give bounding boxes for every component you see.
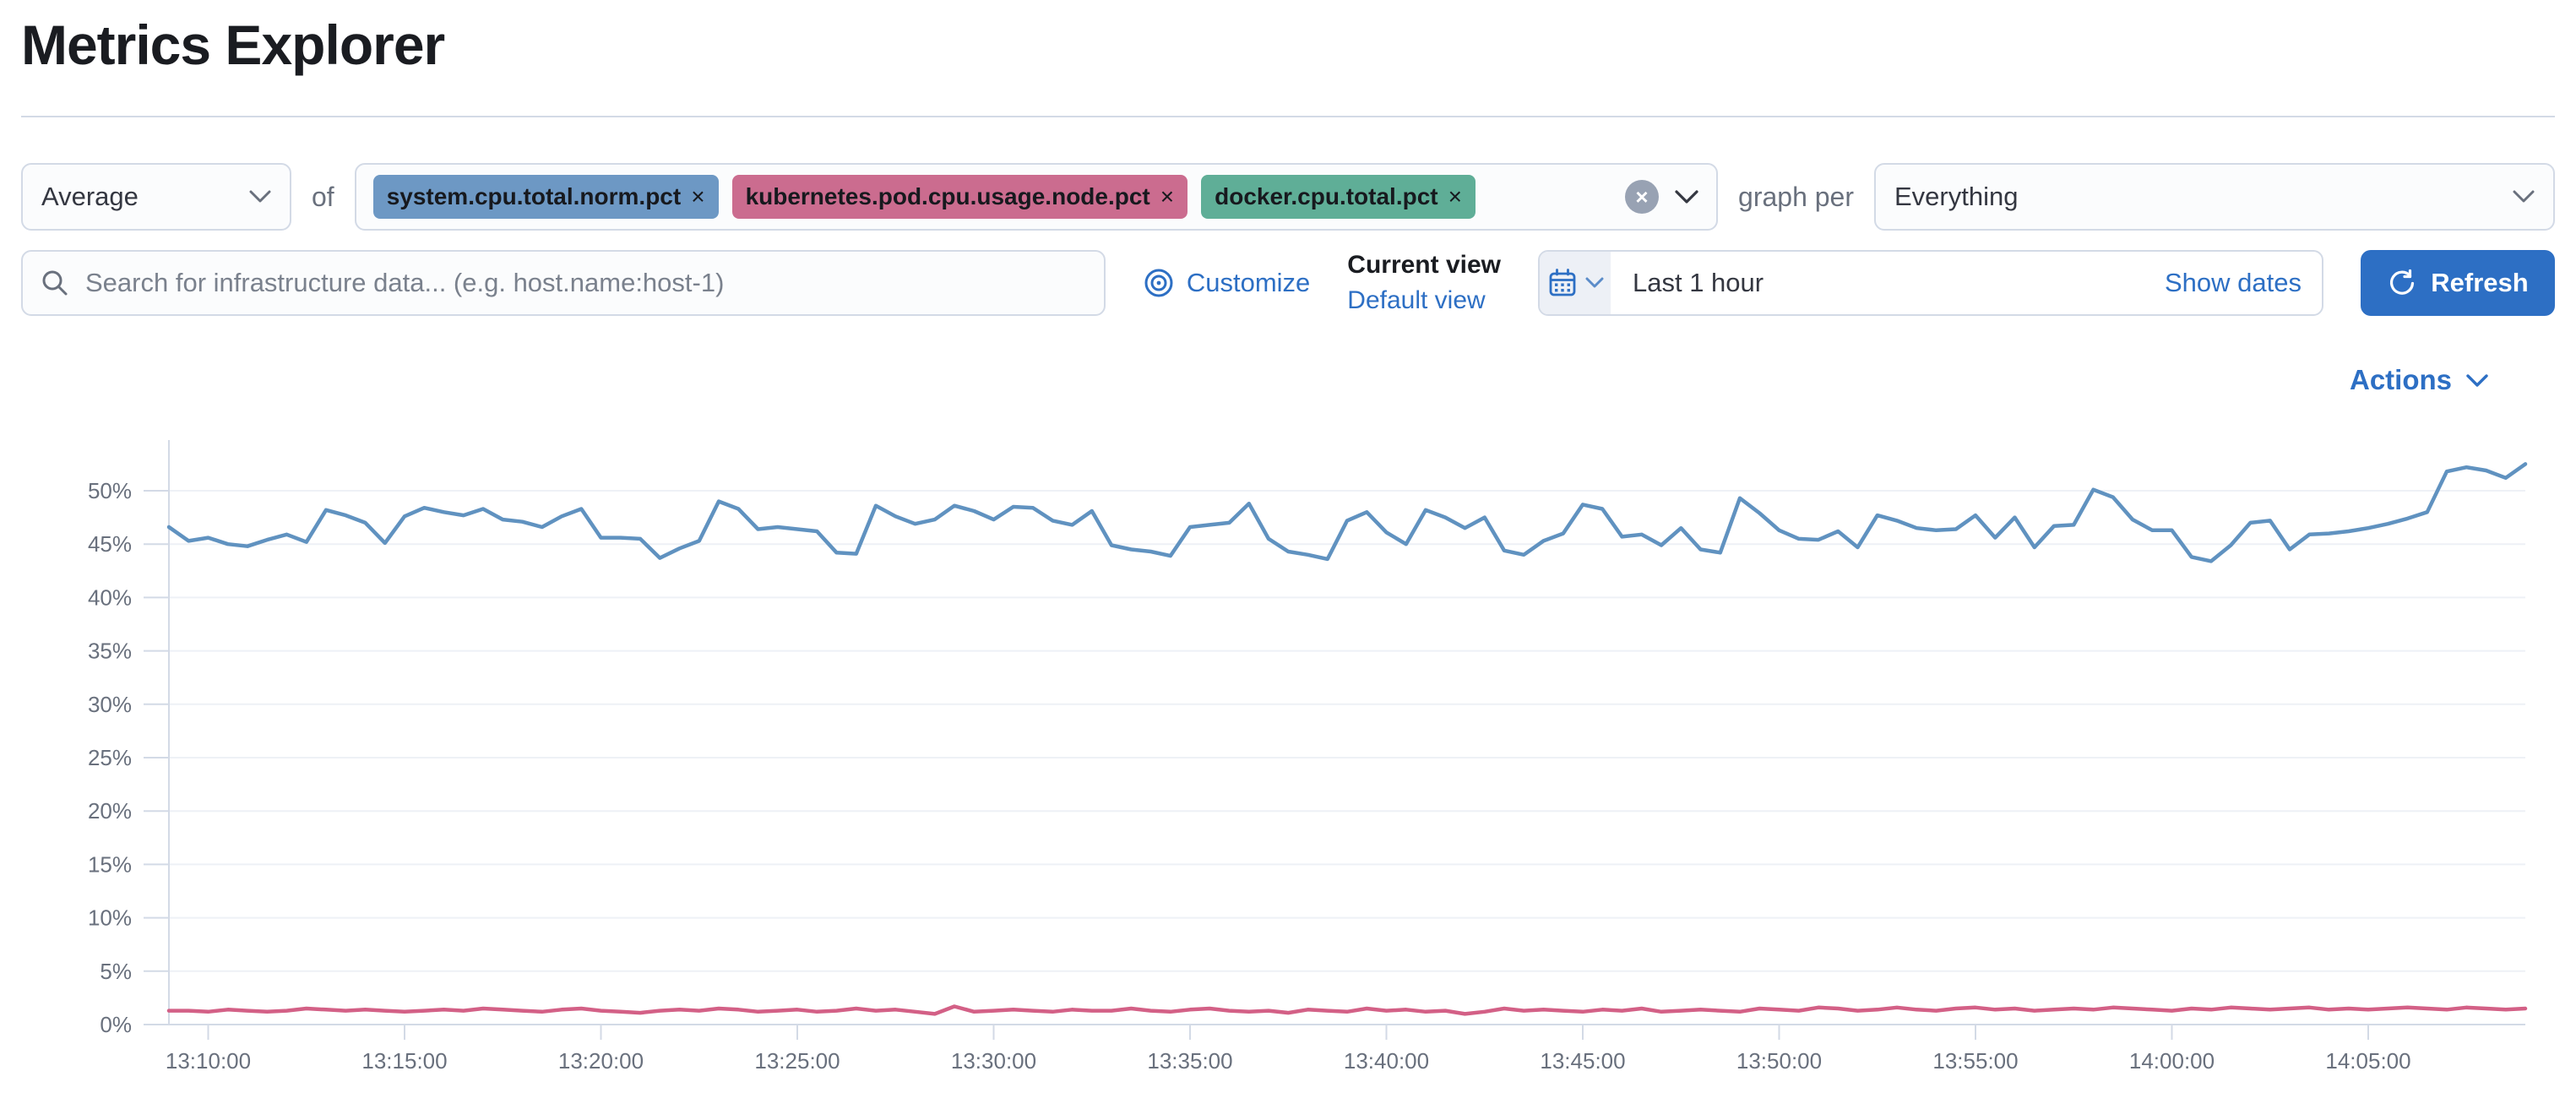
metrics-toolbar: Average of system.cpu.total.norm.pct × k… [21,163,2555,231]
svg-text:40%: 40% [88,585,132,611]
metric-badge-label: system.cpu.total.norm.pct [386,183,682,210]
chart-actions-row: Actions [21,362,2555,399]
actions-menu-button[interactable]: Actions [2350,364,2489,396]
date-picker-menu-button[interactable] [1540,252,1611,315]
refresh-label: Refresh [2431,268,2529,298]
metric-badge-kubernetes-pod-cpu[interactable]: kubernetes.pod.cpu.usage.node.pct × [731,175,1188,220]
svg-text:13:10:00: 13:10:00 [166,1048,251,1074]
svg-text:45%: 45% [88,531,132,557]
remove-metric-icon[interactable]: × [1160,183,1175,210]
header-divider [21,116,2555,118]
svg-text:30%: 30% [88,692,132,717]
svg-text:13:35:00: 13:35:00 [1147,1048,1232,1074]
svg-text:13:25:00: 13:25:00 [754,1048,840,1074]
page-title: Metrics Explorer [21,14,445,76]
svg-text:15%: 15% [88,852,132,878]
svg-text:13:15:00: 13:15:00 [361,1048,447,1074]
svg-text:14:00:00: 14:00:00 [2129,1048,2215,1074]
search-icon [42,270,68,296]
aggregation-value: Average [41,182,139,212]
chevron-down-icon [2466,373,2488,387]
metric-badge-label: docker.cpu.total.pct [1215,183,1438,210]
svg-text:35%: 35% [88,639,132,664]
svg-text:13:40:00: 13:40:00 [1344,1048,1429,1074]
remove-metric-icon[interactable]: × [691,183,705,210]
date-picker: Last 1 hour Show dates [1538,250,2323,317]
default-view-link[interactable]: Default view [1347,286,1486,315]
customize-button[interactable]: Customize [1143,267,1310,299]
svg-text:5%: 5% [100,959,132,984]
svg-text:25%: 25% [88,745,132,770]
customize-label: Customize [1186,268,1311,298]
svg-text:13:45:00: 13:45:00 [1540,1048,1625,1074]
refresh-icon [2390,269,2415,295]
metrics-chart[interactable]: 0% 5% 10% 15% 20% 25% 30% 35% 40% 45% 50% 13:10:00 1… [0,410,2576,1086]
group-by-value: Everything [1894,182,2019,212]
search-input[interactable] [84,267,1087,300]
svg-text:13:30:00: 13:30:00 [951,1048,1036,1074]
refresh-button[interactable]: Refresh [2361,250,2555,317]
svg-text:20%: 20% [88,798,132,824]
svg-text:13:50:00: 13:50:00 [1736,1048,1822,1074]
svg-text:13:20:00: 13:20:00 [558,1048,644,1074]
search-toolbar: Customize Current view Default view [21,250,2555,317]
calendar-icon [1549,269,1576,296]
customize-eye-icon [1144,269,1173,297]
metrics-combobox[interactable]: system.cpu.total.norm.pct × kubernetes.p… [354,163,1719,231]
date-range-value[interactable]: Last 1 hour [1633,268,1764,298]
combobox-controls: × [1625,180,1699,215]
current-view-label: Current view [1347,251,1501,280]
group-by-select[interactable]: Everything [1874,163,2555,231]
svg-text:0%: 0% [100,1012,132,1037]
search-box[interactable] [21,250,1106,317]
chevron-down-icon [2513,190,2535,203]
remove-metric-icon[interactable]: × [1448,183,1462,210]
chevron-down-icon [1585,277,1604,288]
view-switcher: Current view Default view [1347,251,1501,315]
clear-all-metrics-button[interactable]: × [1625,180,1660,215]
svg-text:50%: 50% [88,478,132,503]
of-label: of [312,181,334,212]
metric-badge-label: kubernetes.pod.cpu.usage.node.pct [745,183,1150,210]
svg-text:14:05:00: 14:05:00 [2325,1048,2410,1074]
svg-text:10%: 10% [88,905,132,931]
chevron-down-icon [249,190,271,203]
metric-badge-system-cpu[interactable]: system.cpu.total.norm.pct × [372,175,719,220]
metrics-explorer-page: Metrics Explorer Average of system.cpu.t… [0,12,2576,1086]
metric-badge-docker-cpu[interactable]: docker.cpu.total.pct × [1201,175,1475,220]
aggregation-select[interactable]: Average [21,163,291,231]
show-dates-button[interactable]: Show dates [2165,268,2302,298]
chevron-down-icon[interactable] [1674,189,1699,204]
actions-label: Actions [2349,364,2452,396]
svg-text:13:55:00: 13:55:00 [1932,1048,2018,1074]
graph-per-label: graph per [1738,181,1854,212]
